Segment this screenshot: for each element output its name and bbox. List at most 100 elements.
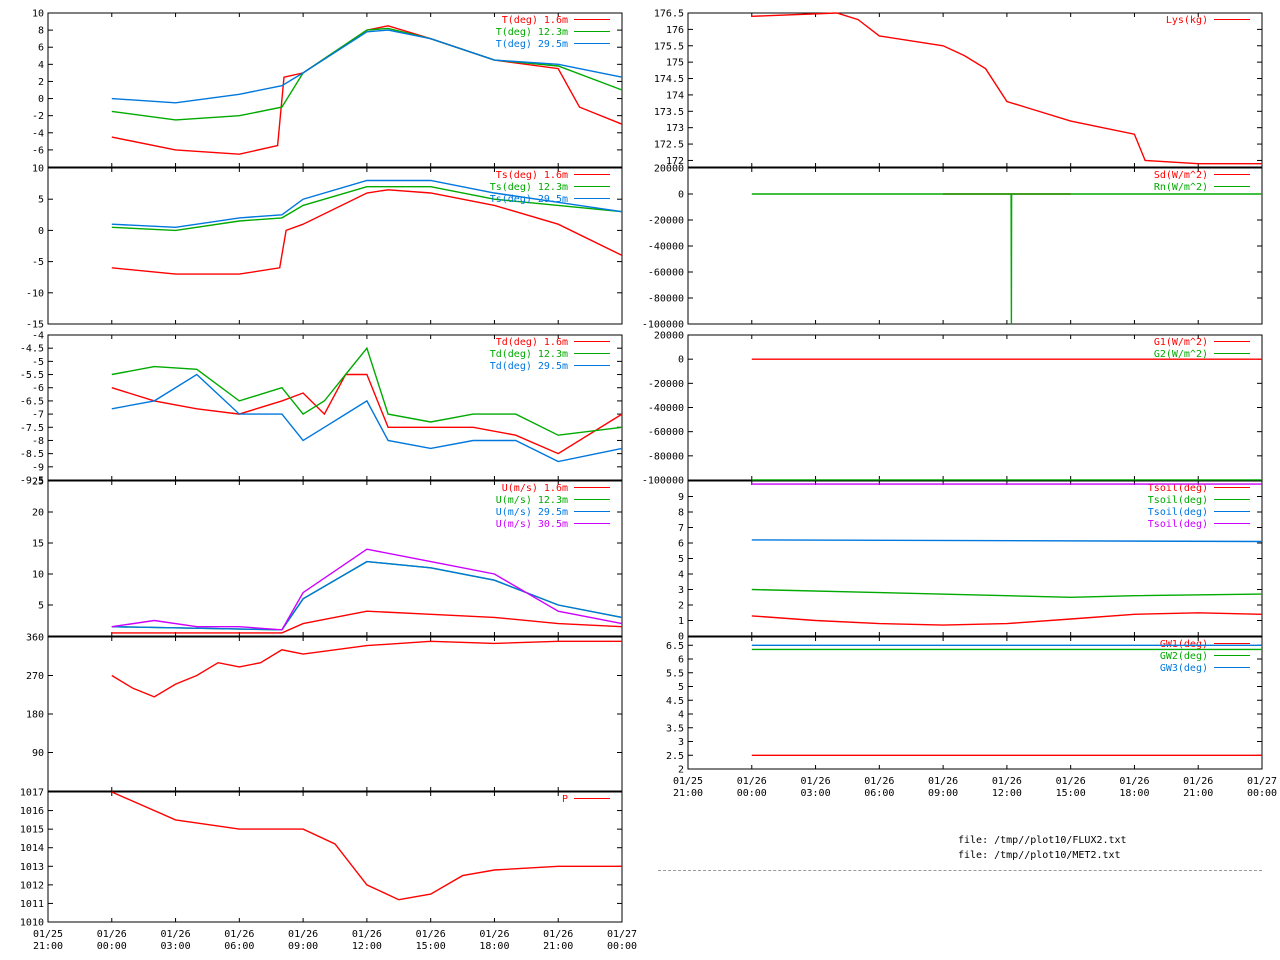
y-tick-label: 5 — [678, 682, 684, 693]
x-tick-label-date: 01/26 — [97, 929, 127, 940]
y-tick-label: -4 — [32, 128, 44, 139]
y-tick-label: -5 — [32, 257, 44, 268]
y-tick-label: 174.5 — [654, 74, 684, 85]
legend-label: U(m/s) 1.6m — [502, 483, 568, 494]
y-tick-label: 1017 — [20, 788, 44, 799]
plot-frame — [47, 791, 623, 923]
y-tick-label: 8 — [678, 508, 684, 519]
y-tick-label: 20000 — [654, 331, 684, 342]
legend-label: U(m/s) 30.5m — [496, 519, 568, 530]
legend-label: G1(W/m^2) — [1154, 337, 1208, 348]
y-tick-label: 0 — [678, 190, 684, 201]
y-tick-label: -4 — [32, 331, 44, 342]
x-tick-label-date: 01/26 — [1183, 776, 1213, 787]
x-tick-label-date: 01/26 — [416, 929, 446, 940]
x-tick-label-date: 01/26 — [1056, 776, 1086, 787]
x-tick-label-time: 21:00 — [673, 788, 703, 799]
plot-frame — [687, 12, 1263, 168]
y-tick-label: 5 — [38, 601, 44, 612]
legend-label: Tsoil(deg) — [1148, 519, 1208, 530]
legend-label: Td(deg) 1.6m — [496, 337, 568, 348]
plot-frame — [47, 334, 623, 481]
y-tick-label: 0 — [678, 632, 684, 643]
legend-label: Td(deg) 29.5m — [490, 361, 568, 372]
series-line — [111, 185, 623, 232]
x-tick-label-time: 15:00 — [416, 941, 446, 952]
y-tick-label: 172.5 — [654, 140, 684, 151]
y-tick-label: -9 — [32, 462, 44, 473]
panel-wind_speed: 5 10 15 20 25 U(m/s) 1.6mU(m/s) 12.3mU(m/s) 2… — [32, 477, 623, 637]
y-tick-label: 0 — [678, 355, 684, 366]
y-tick-label: 1011 — [20, 899, 44, 910]
y-tick-label: 2 — [38, 77, 44, 88]
y-tick-label: -9.5 — [20, 476, 44, 487]
series-line — [751, 588, 1263, 599]
y-tick-label: 2 — [678, 601, 684, 612]
legend-label: Lys(kg) — [1166, 15, 1208, 26]
x-tick-label-time: 00:00 — [737, 788, 767, 799]
y-tick-label: -8 — [32, 436, 44, 447]
y-tick-label: -7 — [32, 410, 44, 421]
y-tick-label: -5.5 — [20, 370, 44, 381]
y-tick-label: 270 — [26, 671, 44, 682]
y-tick-label: 176 — [666, 25, 684, 36]
y-tick-label: 1014 — [20, 843, 44, 854]
legend-label: U(m/s) 12.3m — [496, 495, 568, 506]
x-tick-label-time: 00:00 — [607, 941, 637, 952]
y-tick-label: 6.5 — [666, 641, 684, 652]
panel-soil_temp: 0123456789Tsoil(deg)Tsoil(deg)Tsoil(deg)… — [678, 480, 1263, 643]
y-tick-label: 1 — [678, 616, 684, 627]
y-tick-label: 173 — [666, 123, 684, 134]
y-tick-label: 20 — [32, 508, 44, 519]
x-tick-label-date: 01/26 — [992, 776, 1022, 787]
y-tick-label: 0 — [38, 226, 44, 237]
y-tick-label: 176.5 — [654, 9, 684, 20]
x-tick-label-date: 01/26 — [864, 776, 894, 787]
plot-frame — [47, 167, 623, 325]
y-tick-label: -20000 — [648, 216, 684, 227]
legend-label: GW1(deg) — [1160, 639, 1208, 650]
y-tick-label: 4 — [38, 60, 44, 71]
y-tick-label: 3 — [678, 737, 684, 748]
x-tick-label-time: 21:00 — [33, 941, 63, 952]
y-tick-label: 175 — [666, 58, 684, 69]
legend-label: Tsoil(deg) — [1148, 495, 1208, 506]
y-tick-label: 180 — [26, 710, 44, 721]
series-line — [751, 193, 1262, 325]
y-tick-label: -6.5 — [20, 396, 44, 407]
y-tick-label: -80000 — [648, 451, 684, 462]
legend-label: T(deg) 1.6m — [502, 15, 568, 26]
x-tick-label-date: 01/25 — [33, 929, 63, 940]
series-line — [751, 539, 1263, 543]
series-line — [111, 560, 623, 631]
y-tick-label: 6 — [38, 43, 44, 54]
file-path: file: /tmp//plot10/MET2.txt — [958, 850, 1121, 861]
x-tick-label-time: 03:00 — [161, 941, 191, 952]
x-tick-label-date: 01/26 — [1119, 776, 1149, 787]
x-tick-label-time: 03:00 — [801, 788, 831, 799]
panel-groundwater: 2 2.5 3 3.5 4 4.5 5 5.5 6 6.5 GW1(deg)GW2(deg)GW3(… — [666, 636, 1263, 776]
series-line — [111, 610, 623, 634]
plot-frame — [47, 636, 623, 792]
file-list: file: /tmp//plot10/FLUX2.txt file: /tmp/… — [958, 833, 1127, 863]
y-tick-label: 9 — [678, 492, 684, 503]
y-tick-label: 4 — [678, 570, 684, 581]
y-tick-label: 174 — [666, 90, 684, 101]
y-tick-label: -7.5 — [20, 423, 44, 434]
y-tick-label: -4.5 — [20, 344, 44, 355]
x-tick-label-date: 01/26 — [928, 776, 958, 787]
y-tick-label: 3 — [678, 585, 684, 596]
legend-label: U(m/s) 29.5m — [496, 507, 568, 518]
y-tick-label: -10 — [26, 288, 44, 299]
y-tick-label: 0 — [38, 94, 44, 105]
series-line — [111, 548, 623, 631]
legend-label: Ts(deg) 1.6m — [496, 170, 568, 181]
legend-label: Sd(W/m^2) — [1154, 170, 1208, 181]
x-tick-label-date: 01/26 — [352, 929, 382, 940]
x-tick-label-date: 01/26 — [543, 929, 573, 940]
y-tick-label: 1016 — [20, 806, 44, 817]
y-tick-label: 8 — [38, 26, 44, 37]
x-tick-label-date: 01/25 — [673, 776, 703, 787]
y-tick-label: -5 — [32, 357, 44, 368]
legend-label: Tsoil(deg) — [1148, 483, 1208, 494]
